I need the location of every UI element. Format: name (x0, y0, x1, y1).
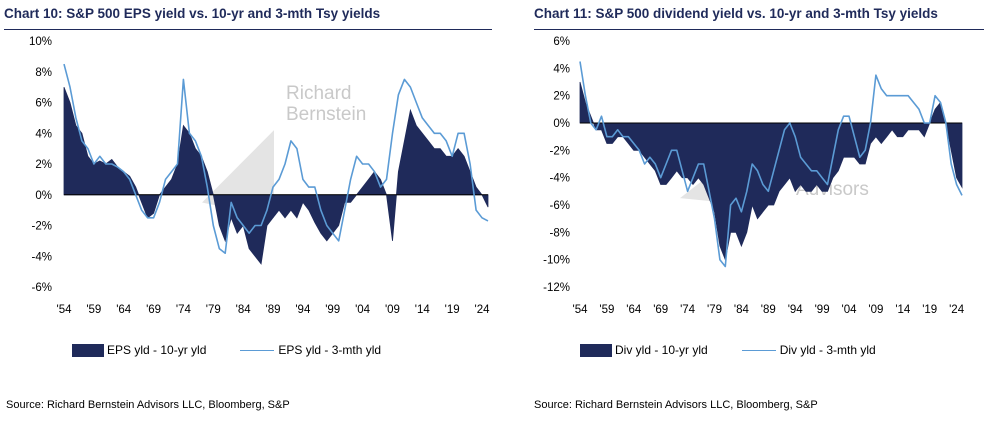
y-tick-label: -8% (550, 227, 570, 239)
legend-label: EPS yld - 3-mth yld (278, 343, 382, 357)
x-tick-label: '74 (176, 304, 192, 316)
y-tick-label: 8% (35, 67, 52, 79)
legend-swatch-area (580, 343, 612, 357)
y-tick-label: -2% (32, 221, 52, 233)
chart-10-panel: Chart 10: S&P 500 EPS yield vs. 10-yr an… (4, 6, 492, 411)
x-tick-label: '64 (116, 304, 132, 316)
legend-swatch-area (72, 343, 104, 357)
x-tick-label: '89 (266, 304, 281, 316)
x-tick-label: '79 (206, 304, 221, 316)
y-tick-label: -6% (32, 282, 52, 294)
legend-swatch-line (240, 349, 275, 351)
chart-11-legend: Div yld - 10-yr yld Div yld - 3-mth yld (580, 343, 910, 357)
area-series (579, 81, 963, 262)
legend-item-line: EPS yld - 3-mth yld (240, 343, 381, 357)
x-tick-label: '79 (707, 304, 722, 316)
x-tick-label: '94 (295, 304, 311, 316)
x-tick-label: '84 (734, 304, 750, 316)
y-tick-label: 0% (553, 118, 570, 130)
legend-swatch-line (741, 349, 776, 351)
x-tick-label: '14 (415, 304, 431, 316)
x-tick-label: '54 (573, 304, 589, 316)
y-tick-label: -2% (550, 145, 570, 157)
x-tick-label: '14 (895, 304, 911, 316)
chart-title: Chart 10: S&P 500 EPS yield vs. 10-yr an… (4, 6, 381, 21)
legend-label: EPS yld - 10-yr yld (107, 343, 207, 357)
x-tick-label: '99 (815, 304, 830, 316)
x-tick-label: '24 (475, 304, 491, 316)
y-tick-label: 2% (35, 159, 52, 171)
x-tick-label: '09 (385, 304, 400, 316)
legend-item-line: Div yld - 3-mth yld (741, 343, 876, 357)
y-tick-label: -10% (543, 255, 570, 267)
y-tick-label: 10% (29, 36, 52, 48)
legend-item-area: Div yld - 10-yr yld (580, 343, 708, 357)
y-tick-label: -6% (550, 200, 570, 212)
x-tick-label: '69 (653, 304, 668, 316)
source-note: Source: Richard Bernstein Advisors LLC, … (534, 399, 818, 411)
y-tick-label: 6% (553, 36, 570, 48)
x-tick-label: '59 (599, 304, 614, 316)
y-tick-label: 0% (35, 190, 52, 202)
title-rule (4, 29, 492, 30)
chart-11-panel: Chart 11: S&P 500 dividend yield vs. 10-… (528, 0, 984, 425)
x-tick-label: '84 (236, 304, 252, 316)
x-tick-label: '24 (949, 304, 965, 316)
x-tick-label: '69 (146, 304, 161, 316)
chart-10-legend: EPS yld - 10-yr yld EPS yld - 3-mth yld (72, 343, 415, 357)
x-tick-label: '74 (680, 304, 696, 316)
x-tick-label: '19 (445, 304, 460, 316)
x-tick-label: '54 (57, 304, 73, 316)
x-tick-label: '09 (868, 304, 883, 316)
y-tick-label: -4% (550, 173, 570, 185)
watermark-text: Richard (286, 83, 351, 104)
x-tick-label: '64 (626, 304, 642, 316)
x-tick-label: '89 (761, 304, 776, 316)
area-series (63, 86, 489, 265)
line-series (63, 63, 489, 254)
y-tick-label: 4% (553, 63, 570, 75)
chart-title: Chart 11: S&P 500 dividend yield vs. 10-… (534, 6, 938, 21)
x-tick-label: '59 (86, 304, 101, 316)
x-tick-label: '94 (788, 304, 804, 316)
y-tick-label: 6% (35, 98, 52, 110)
y-tick-label: -12% (543, 282, 570, 294)
legend-label: Div yld - 3-mth yld (779, 343, 876, 357)
y-tick-label: -4% (32, 251, 52, 263)
x-tick-label: '04 (842, 304, 858, 316)
y-tick-label: 4% (35, 128, 52, 140)
y-tick-label: 2% (553, 91, 570, 103)
x-tick-label: '04 (355, 304, 371, 316)
watermark-text: Bernstein (286, 104, 366, 125)
title-rule (534, 29, 984, 30)
legend-item-area: EPS yld - 10-yr yld (72, 343, 206, 357)
x-tick-label: '99 (325, 304, 340, 316)
line-series (579, 61, 963, 268)
x-tick-label: '19 (922, 304, 937, 316)
source-note: Source: Richard Bernstein Advisors LLC, … (6, 399, 290, 411)
legend-label: Div yld - 10-yr yld (615, 343, 708, 357)
